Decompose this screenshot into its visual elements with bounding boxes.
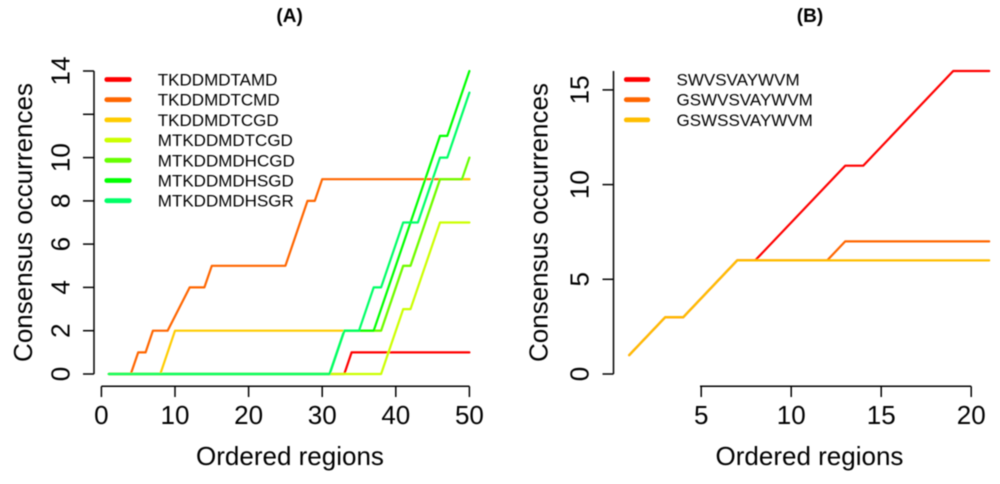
svg-text:GSWVSVAYWVM: GSWVSVAYWVM: [677, 91, 813, 110]
svg-text:0: 0: [565, 367, 595, 381]
svg-text:MTKDDMDHCGD: MTKDDMDHCGD: [158, 151, 295, 170]
svg-text:30: 30: [308, 400, 337, 430]
svg-text:5: 5: [565, 272, 595, 286]
svg-text:Consensus occurrences: Consensus occurrences: [8, 83, 38, 362]
svg-text:GSWSSVAYWVM: GSWSSVAYWVM: [677, 111, 813, 130]
svg-text:TKDDMDTCMD: TKDDMDTCMD: [158, 91, 280, 110]
svg-text:0: 0: [46, 367, 76, 381]
svg-text:20: 20: [957, 400, 986, 430]
svg-text:14: 14: [46, 57, 76, 86]
svg-text:Consensus occurrences: Consensus occurrences: [524, 83, 554, 362]
svg-text:SWVSVAYWVM: SWVSVAYWVM: [677, 71, 800, 90]
svg-text:4: 4: [46, 280, 76, 294]
svg-text:15: 15: [565, 75, 595, 104]
svg-text:MTKDDMDHSGD: MTKDDMDHSGD: [158, 172, 294, 191]
svg-text:TKDDMDTCGD: TKDDMDTCGD: [158, 111, 279, 130]
svg-text:8: 8: [46, 194, 76, 208]
svg-text:0: 0: [94, 400, 108, 430]
svg-text:MTKDDMDHSGR: MTKDDMDHSGR: [158, 192, 294, 211]
svg-text:MTKDDMDTCGD: MTKDDMDTCGD: [158, 131, 293, 150]
svg-text:50: 50: [455, 400, 484, 430]
svg-text:Ordered regions: Ordered regions: [196, 441, 384, 471]
svg-text:10: 10: [161, 400, 190, 430]
svg-text:Ordered regions: Ordered regions: [716, 441, 904, 471]
svg-text:15: 15: [867, 400, 896, 430]
svg-text:20: 20: [234, 400, 263, 430]
svg-text:10: 10: [565, 170, 595, 199]
svg-text:6: 6: [46, 237, 76, 251]
svg-text:10: 10: [777, 400, 806, 430]
svg-text:(A): (A): [276, 6, 302, 27]
svg-text:(B): (B): [797, 6, 823, 27]
svg-text:5: 5: [694, 400, 708, 430]
svg-text:TKDDMDTAMD: TKDDMDTAMD: [158, 71, 278, 90]
svg-text:40: 40: [381, 400, 410, 430]
svg-text:2: 2: [46, 323, 76, 337]
svg-text:10: 10: [46, 143, 76, 172]
